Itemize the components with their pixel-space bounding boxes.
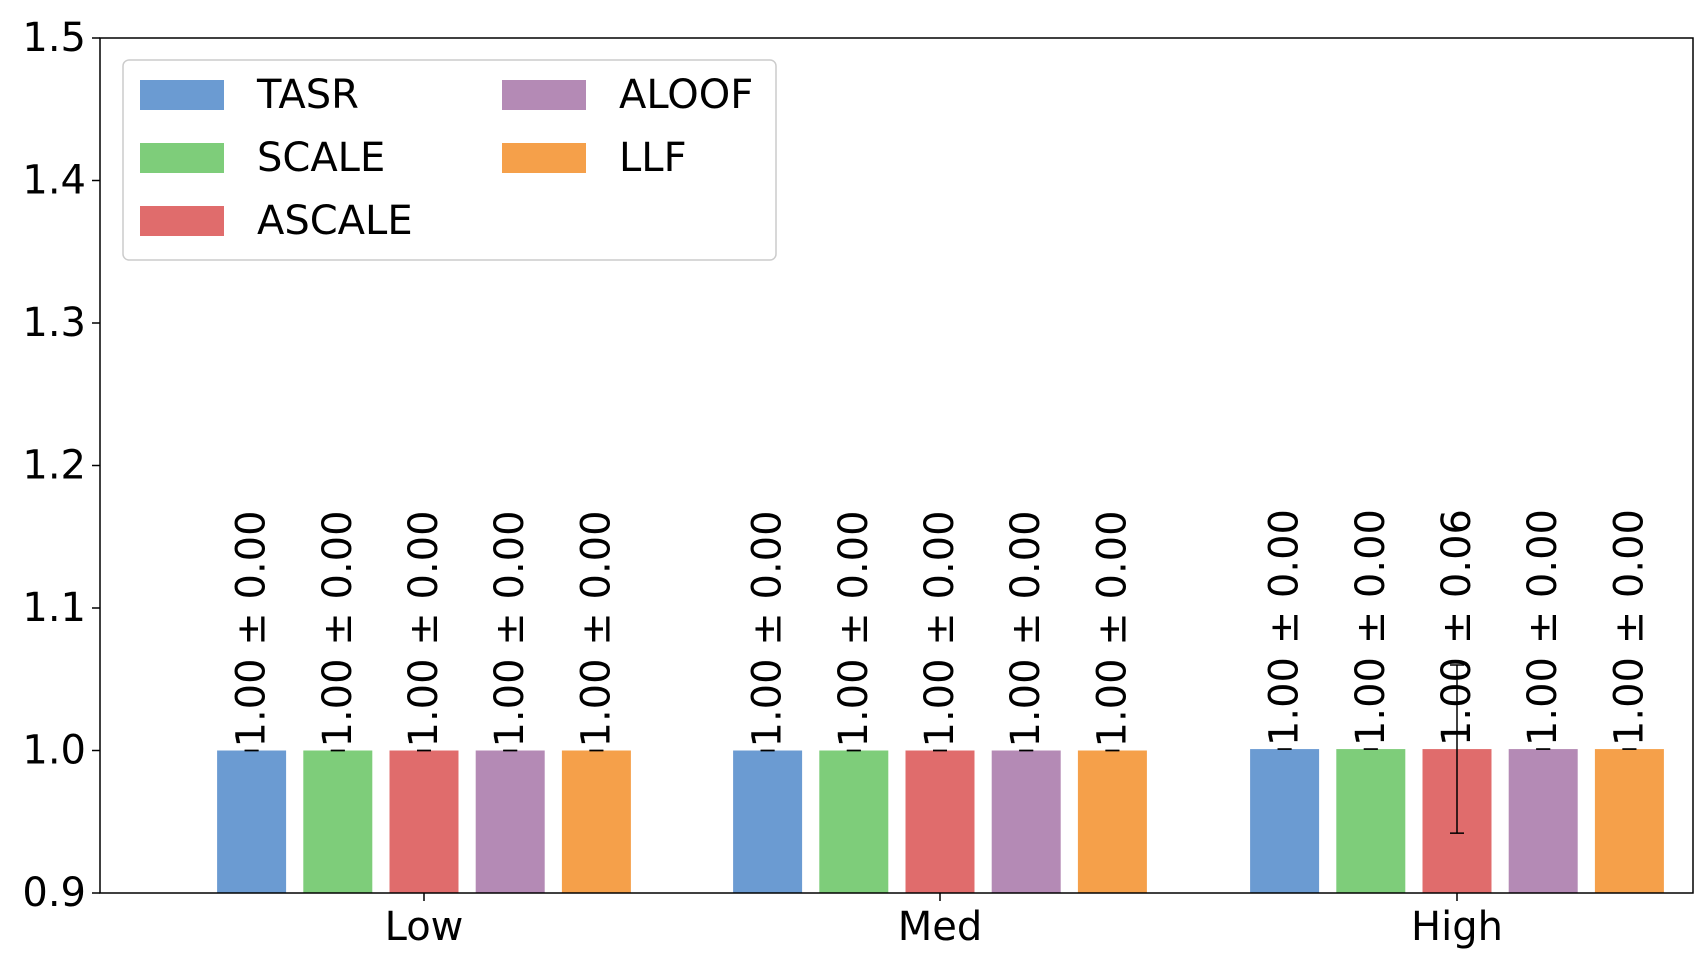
- bar-value-label: 1.00 ± 0.00: [1348, 509, 1394, 746]
- y-tick-label: 1.1: [22, 585, 86, 631]
- bar-scale-low: [303, 750, 373, 893]
- bar-value-label: 1.00 ± 0.00: [1606, 509, 1652, 746]
- y-tick-label: 1.4: [22, 158, 86, 204]
- legend-swatch-tasr: [140, 80, 224, 110]
- bar-value-label: 1.00 ± 0.00: [831, 510, 877, 747]
- bar-scale-med: [819, 750, 889, 893]
- bar-value-label: 1.00 ± 0.00: [229, 510, 275, 747]
- bar-value-label: 1.00 ± 0.00: [573, 510, 619, 747]
- legend-label-ascale: ASCALE: [257, 198, 413, 244]
- bar-value-label: 1.00 ± 0.00: [1520, 509, 1566, 746]
- legend-swatch-aloof: [502, 80, 586, 110]
- bar-value-label: 1.00 ± 0.00: [745, 510, 791, 747]
- axes-layer: 0.9 1.0 1.1 1.2 1.3 1.4 1.5 Low Med High: [22, 15, 1694, 950]
- y-tick-label: 1.0: [22, 728, 86, 774]
- bar-value-label: 1.00 ± 0.00: [917, 510, 963, 747]
- x-tick-label: Med: [898, 904, 983, 950]
- legend-box: [122, 59, 777, 261]
- bar-scale-high: [1336, 749, 1406, 893]
- bar-ascale-med: [905, 750, 975, 893]
- y-tick-label: 1.5: [22, 15, 86, 61]
- bar-aloof-med: [991, 750, 1061, 893]
- legend-swatch-llf: [502, 143, 586, 173]
- bar-labels-layer: 1.00 ± 0.00 1.00 ± 0.00 1.00 ± 0.00 1.00 ± …: [229, 509, 1653, 748]
- x-tick-label: Low: [385, 904, 464, 950]
- bar-llf-med: [1077, 750, 1147, 893]
- bar-ascale-low: [389, 750, 459, 893]
- bar-value-label: 1.00 ± 0.00: [315, 510, 361, 747]
- legend-label-aloof: ALOOF: [619, 72, 753, 118]
- x-tick-label: High: [1411, 904, 1503, 950]
- bar-llf-low: [561, 750, 631, 893]
- bar-llf-high: [1594, 749, 1664, 893]
- legend-label-tasr: TASR: [256, 72, 359, 118]
- y-tick-label: 0.9: [22, 870, 86, 916]
- legend: TASR SCALE ASCALE ALOOF LLF: [122, 59, 777, 261]
- bar-value-label: 1.00 ± 0.06: [1434, 509, 1480, 746]
- bar-tasr-high: [1250, 749, 1320, 893]
- y-tick-label: 1.2: [22, 443, 86, 489]
- y-tick-label: 1.3: [22, 300, 86, 346]
- bar-value-label: 1.00 ± 0.00: [1003, 510, 1049, 747]
- legend-swatch-scale: [140, 143, 224, 173]
- bar-aloof-low: [475, 750, 545, 893]
- legend-swatch-ascale: [140, 206, 224, 236]
- bars-layer: [217, 664, 1664, 893]
- bar-value-label: 1.00 ± 0.00: [487, 510, 533, 747]
- bar-value-label: 1.00 ± 0.00: [401, 510, 447, 747]
- bar-tasr-low: [217, 750, 287, 893]
- bar-value-label: 1.00 ± 0.00: [1089, 510, 1135, 747]
- bar-aloof-high: [1508, 749, 1578, 893]
- bar-tasr-med: [733, 750, 803, 893]
- bar-value-label: 1.00 ± 0.00: [1262, 509, 1308, 746]
- legend-label-llf: LLF: [619, 135, 687, 181]
- legend-label-scale: SCALE: [257, 135, 385, 181]
